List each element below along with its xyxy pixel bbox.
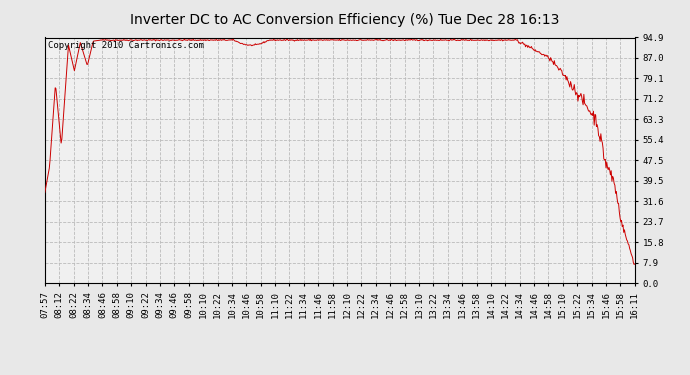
Text: Inverter DC to AC Conversion Efficiency (%) Tue Dec 28 16:13: Inverter DC to AC Conversion Efficiency … [130,13,560,27]
Text: Copyright 2010 Cartronics.com: Copyright 2010 Cartronics.com [48,41,204,50]
